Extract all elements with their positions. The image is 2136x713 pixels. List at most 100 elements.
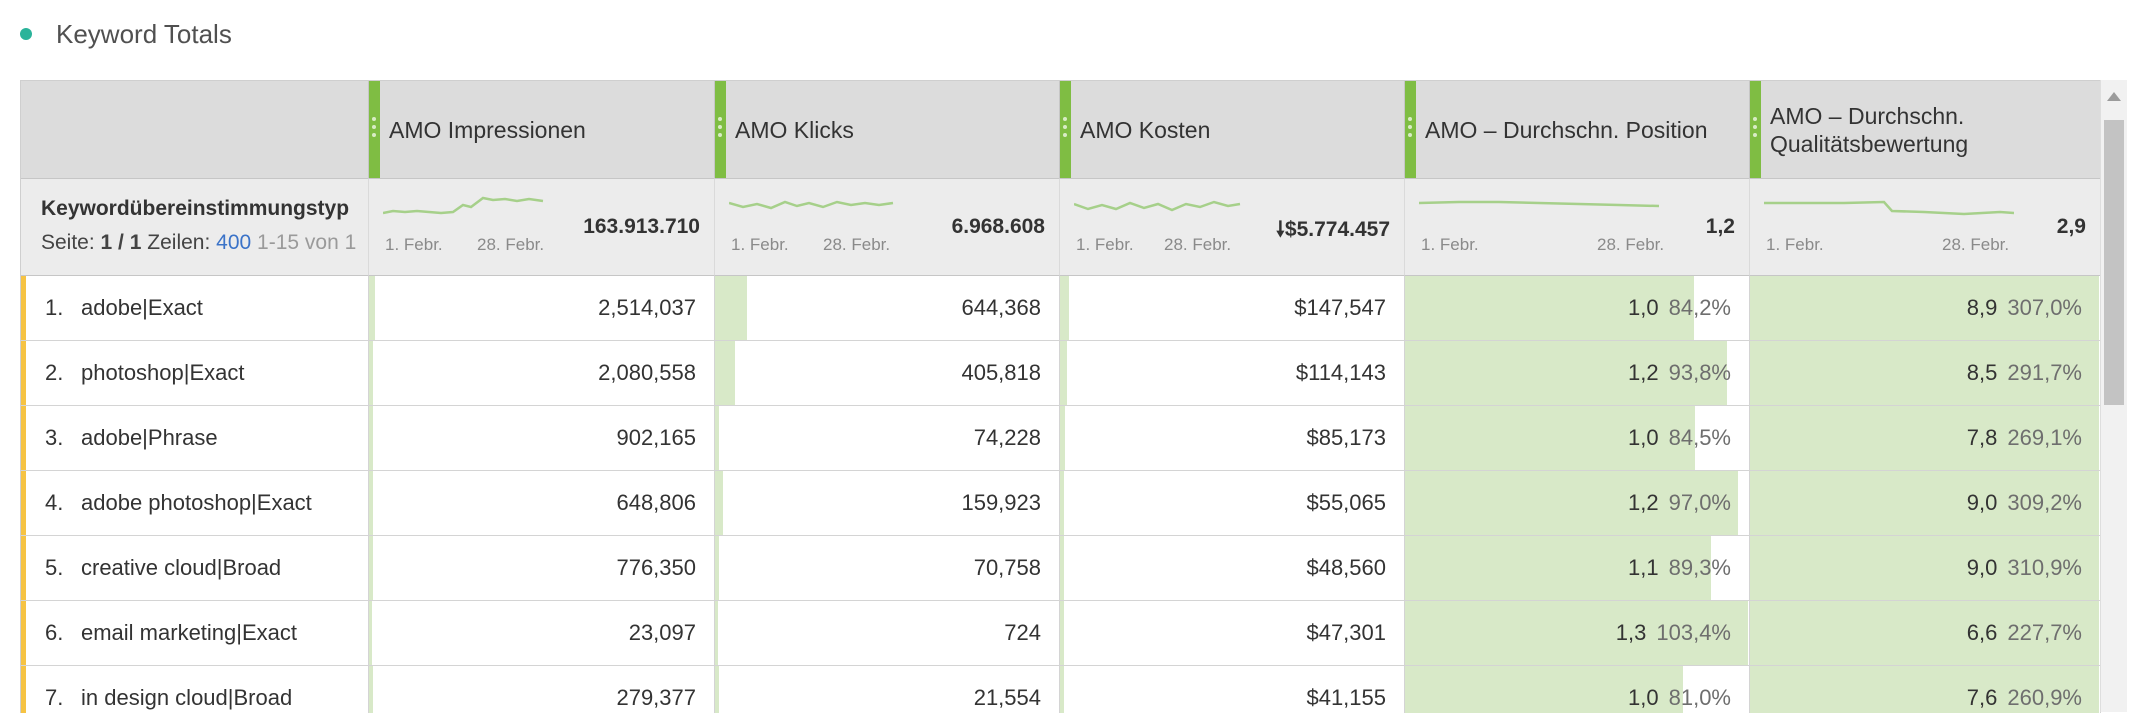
- summary-cell-position: 1. Febr. 28. Febr. 1,2: [1405, 178, 1750, 276]
- keyword-cell[interactable]: 4. adobe photoshop|Exact: [21, 471, 369, 535]
- summary-cell-impressions: 1. Febr. 28. Febr. 163.913.710: [369, 178, 715, 276]
- clicks-value: 159,923: [961, 490, 1041, 515]
- position-value: 1,0: [1628, 295, 1659, 320]
- table-row[interactable]: 5. creative cloud|Broad 776,350 70,758 $48,5…: [21, 536, 2101, 601]
- keyword-cell[interactable]: 5. creative cloud|Broad: [21, 536, 369, 600]
- column-header-clicks[interactable]: AMO Klicks: [715, 81, 1060, 178]
- share-bar: [369, 601, 372, 665]
- column-header-label: AMO – Durchschn. Qualitätsbewertung: [1770, 102, 1969, 157]
- position-value: 1,3: [1615, 620, 1647, 645]
- share-bar: [715, 666, 719, 713]
- impressions-value: 776,350: [616, 555, 696, 580]
- cost-cell: $114,143: [1060, 341, 1405, 405]
- row-accent: [21, 536, 26, 600]
- column-header-position[interactable]: AMO – Durchschn. Position: [1405, 81, 1750, 178]
- clicks-value: 644,368: [961, 295, 1041, 320]
- column-total: 🠗$5.774.457: [1275, 218, 1390, 241]
- drag-handle-icon[interactable]: [1405, 81, 1416, 178]
- cost-cell: $48,560: [1060, 536, 1405, 600]
- sparkline-position: [1419, 200, 1660, 208]
- share-bar: [1750, 666, 2099, 713]
- share-bar: [1750, 341, 2099, 405]
- impressions-value: 23,097: [628, 620, 696, 645]
- column-header-impressions[interactable]: AMO Impressionen: [369, 81, 715, 178]
- summary-cell-clicks: 1. Febr. 28. Febr. 6.968.608: [715, 178, 1060, 276]
- share-bar: [715, 536, 719, 600]
- table-row[interactable]: 2. photoshop|Exact 2,080,558 405,818 $114,14…: [21, 341, 2101, 406]
- drag-handle-icon[interactable]: [369, 81, 380, 178]
- drag-handle-icon[interactable]: [1060, 81, 1071, 178]
- drag-handle-icon[interactable]: [715, 81, 726, 178]
- impressions-value: 2,514,037: [598, 295, 696, 320]
- share-bar: [1405, 471, 1738, 535]
- position-cell: 1,0 84,5%: [1405, 406, 1750, 470]
- clicks-value: 74,228: [973, 425, 1041, 450]
- quality-percent: 310,9%: [2007, 555, 2082, 580]
- keyword-label: adobe|Phrase: [81, 425, 218, 450]
- clicks-cell: 644,368: [715, 276, 1060, 340]
- column-header-cost[interactable]: AMO Kosten: [1060, 81, 1405, 178]
- position-value: 1,2: [1628, 360, 1659, 385]
- dimension-header: [21, 81, 369, 178]
- vertical-scrollbar[interactable]: [2100, 80, 2127, 712]
- share-bar: [1750, 471, 2099, 535]
- impressions-value: 2,080,558: [598, 360, 696, 385]
- clicks-value: 724: [1004, 620, 1041, 645]
- panel-title-row: Keyword Totals: [20, 14, 232, 54]
- quality-value: 9,0: [1966, 490, 1998, 515]
- share-bar: [715, 471, 723, 535]
- table-row[interactable]: 7. in design cloud|Broad 279,377 21,554 $41,…: [21, 666, 2101, 713]
- share-bar: [369, 666, 373, 713]
- share-bar: [1750, 276, 2099, 340]
- keyword-cell[interactable]: 7. in design cloud|Broad: [21, 666, 369, 713]
- cost-cell: $55,065: [1060, 471, 1405, 535]
- position-percent: 93,8%: [1668, 360, 1731, 385]
- position-value: 1,2: [1628, 490, 1659, 515]
- position-cell: 1,2 97,0%: [1405, 471, 1750, 535]
- cost-cell: $47,301: [1060, 601, 1405, 665]
- position-value: 1,1: [1628, 555, 1659, 580]
- share-bar: [1405, 601, 1748, 665]
- share-bar: [369, 536, 373, 600]
- rows-per-page-link[interactable]: 400: [216, 231, 252, 254]
- share-bar: [1405, 666, 1683, 713]
- table-row[interactable]: 6. email marketing|Exact 23,097 724 $47,301 1…: [21, 601, 2101, 666]
- share-bar: [1405, 406, 1695, 470]
- share-bar: [1405, 536, 1711, 600]
- panel-status-dot-icon: [20, 28, 32, 40]
- scroll-up-arrow-icon[interactable]: [2107, 92, 2121, 101]
- keyword-label: adobe photoshop|Exact: [81, 490, 312, 515]
- keyword-cell[interactable]: 3. adobe|Phrase: [21, 406, 369, 470]
- share-bar: [369, 471, 373, 535]
- sparkline-cost: [1074, 200, 1241, 212]
- quality-value: 8,9: [1966, 295, 1998, 320]
- table-row[interactable]: 1. adobe|Exact 2,514,037 644,368 $147,547 1,0…: [21, 276, 2101, 341]
- sparkline-impressions: [383, 196, 544, 215]
- impressions-cell: 776,350: [369, 536, 715, 600]
- keyword-label: in design cloud|Broad: [81, 685, 293, 710]
- share-bar: [1060, 536, 1064, 600]
- position-percent: 97,0%: [1668, 490, 1731, 515]
- table-row[interactable]: 3. adobe|Phrase 902,165 74,228 $85,173 1,0 84,…: [21, 406, 2101, 471]
- drag-handle-icon[interactable]: [1750, 81, 1761, 178]
- scrollbar-thumb[interactable]: [2104, 120, 2124, 405]
- impressions-cell: 648,806: [369, 471, 715, 535]
- sort-descending-icon[interactable]: 🠗: [1275, 218, 1285, 241]
- impressions-value: 902,165: [616, 425, 696, 450]
- position-cell: 1,0 81,0%: [1405, 666, 1750, 713]
- position-percent: 103,4%: [1656, 620, 1731, 645]
- share-bar: [715, 601, 718, 665]
- cost-cell: $41,155: [1060, 666, 1405, 713]
- row-number: 3.: [45, 425, 64, 450]
- keyword-cell[interactable]: 1. adobe|Exact: [21, 276, 369, 340]
- quality-percent: 227,7%: [2007, 620, 2082, 645]
- position-value: 1,0: [1628, 685, 1659, 710]
- table-row[interactable]: 4. adobe photoshop|Exact 648,806 159,923 $55…: [21, 471, 2101, 536]
- keyword-cell[interactable]: 2. photoshop|Exact: [21, 341, 369, 405]
- keyword-label: photoshop|Exact: [81, 360, 245, 385]
- quality-value: 7,6: [1966, 685, 1998, 710]
- quality-cell: 7,8 269,1%: [1750, 406, 2101, 470]
- keyword-cell[interactable]: 6. email marketing|Exact: [21, 601, 369, 665]
- column-header-quality[interactable]: AMO – Durchschn. Qualitätsbewertung: [1750, 81, 2101, 178]
- row-accent: [21, 341, 26, 405]
